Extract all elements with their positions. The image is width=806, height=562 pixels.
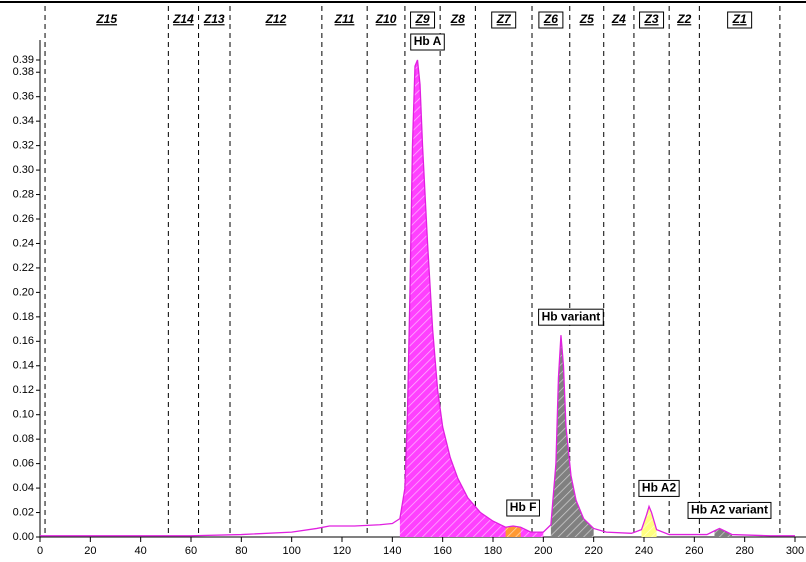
peak-label: Hb A2 variant — [691, 503, 768, 517]
y-tick-label: 0.00 — [13, 531, 34, 543]
y-tick-label: 0.06 — [13, 458, 34, 470]
x-tick-label: 240 — [635, 545, 653, 557]
y-tick-label: 0.26 — [13, 213, 34, 225]
x-tick-label: 140 — [383, 545, 401, 557]
x-tick-label: 260 — [685, 545, 703, 557]
x-tick-label: 0 — [37, 545, 43, 557]
x-tick-label: 120 — [333, 545, 351, 557]
zone-label: Z7 — [496, 12, 512, 26]
page: Z15 Z14 Z13 Z12 Z11 Z10 Z9 Z8 Z7 Z6 Z5 Z4 Z3 Z2 Z1 0.00… — [0, 0, 806, 562]
x-tick-label: 220 — [584, 545, 602, 557]
x-tick-label: 100 — [282, 545, 300, 557]
zone-label: Z4 — [611, 12, 626, 26]
x-tick-label: 300 — [786, 545, 804, 557]
y-tick-label: 0.24 — [13, 237, 34, 249]
y-tick-label: 0.36 — [13, 91, 34, 103]
y-tick-label: 0.08 — [13, 433, 34, 445]
x-tick-label: 200 — [534, 545, 552, 557]
y-tick-label: 0.02 — [13, 506, 34, 518]
zone-label: Z10 — [375, 12, 397, 26]
zone-label: Z8 — [450, 12, 465, 26]
zone-label: Z6 — [543, 12, 558, 26]
x-tick-label: 280 — [735, 545, 753, 557]
y-tick-label: 0.20 — [13, 286, 34, 298]
peak-label: Hb F — [510, 500, 537, 514]
y-tick-label: 0.12 — [13, 384, 34, 396]
zone-label: Z3 — [644, 12, 659, 26]
peak-label: Hb A2 — [642, 481, 677, 495]
y-tick-label: 0.14 — [13, 360, 34, 372]
zone-label: Z14 — [172, 12, 194, 26]
y-tick-label: 0.04 — [13, 482, 34, 494]
y-tick-label: 0.34 — [13, 115, 34, 127]
x-tick-label: 80 — [235, 545, 247, 557]
y-tick-label: 0.22 — [13, 262, 34, 274]
peak-hatch — [506, 526, 521, 537]
x-tick-label: 60 — [185, 545, 197, 557]
peak-label: Hb A — [414, 34, 442, 48]
x-tick-label: 180 — [484, 545, 502, 557]
zone-label: Z12 — [265, 12, 287, 26]
y-tick-label: 0.16 — [13, 335, 34, 347]
zone-label: Z9 — [415, 12, 430, 26]
y-tick-label: 0.38 — [13, 66, 34, 78]
y-tick-label: 0.28 — [13, 188, 34, 200]
x-tick-label: 160 — [433, 545, 451, 557]
zone-label: Z11 — [334, 12, 355, 26]
y-tick-label: 0.32 — [13, 140, 34, 152]
zone-label: Z13 — [203, 12, 225, 26]
x-tick-label: 20 — [84, 545, 96, 557]
zone-label: Z15 — [95, 12, 117, 26]
chart: Z15 Z14 Z13 Z12 Z11 Z10 Z9 Z8 Z7 Z6 Z5 Z4 Z3 Z2 Z1 0.00… — [0, 0, 806, 562]
peak-label: Hb variant — [542, 309, 601, 323]
y-tick-label: 0.10 — [13, 409, 34, 421]
zone-label: Z2 — [676, 12, 691, 26]
y-tick-label: 0.18 — [13, 311, 34, 323]
x-tick-label: 40 — [135, 545, 147, 557]
y-tick-label: 0.30 — [13, 164, 34, 176]
zone-label: Z5 — [579, 12, 594, 26]
y-tick-label: 0.39 — [13, 54, 34, 66]
zone-label: Z1 — [732, 12, 747, 26]
